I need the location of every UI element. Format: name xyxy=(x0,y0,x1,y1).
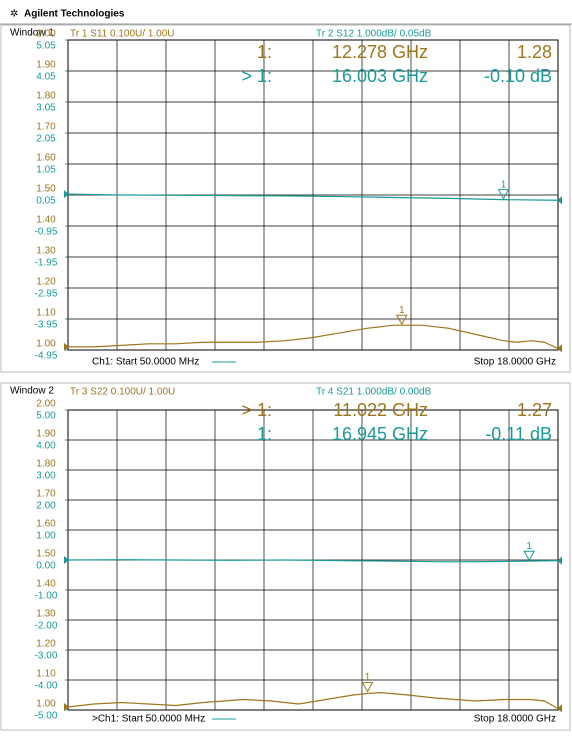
readout-value: 1.28 xyxy=(517,42,552,62)
y2-tick-label: -5.00 xyxy=(35,711,58,722)
y2-tick-label: 2.00 xyxy=(36,501,56,512)
ref-arrow xyxy=(64,342,69,351)
marker xyxy=(361,682,374,693)
y-tick-label: 1.10 xyxy=(36,308,56,319)
y-tick-label: 1.30 xyxy=(36,609,56,620)
readout-prefix: > 1: xyxy=(241,66,272,86)
y-tick-label: 1.00 xyxy=(36,699,56,710)
y-tick-label: 1.70 xyxy=(36,489,56,500)
window-label: Window 2 xyxy=(10,386,54,397)
y2-tick-label: 4.00 xyxy=(36,441,56,452)
y-tick-label: 1.90 xyxy=(36,429,56,440)
ref-arrow-right xyxy=(557,344,562,353)
y2-tick-label: 5.00 xyxy=(36,411,56,422)
readout-value: 1.27 xyxy=(517,400,552,420)
trace-label: Tr 2 S12 1.000dB/ 0.05dB xyxy=(316,29,432,40)
y-tick-label: 1.00 xyxy=(36,339,56,350)
marker xyxy=(395,314,408,326)
y2-tick-label: 3.00 xyxy=(36,471,56,482)
y2-tick-label: -4.00 xyxy=(35,681,58,692)
y2-tick-label: 5.05 xyxy=(36,41,56,52)
marker-label: 1 xyxy=(501,179,507,190)
y2-tick-label: -1.00 xyxy=(35,591,58,602)
readout-value: -0.11 dB xyxy=(485,424,552,444)
y-tick-label: 2.00 xyxy=(36,29,56,40)
trace xyxy=(67,193,559,201)
y2-tick-label: 1.00 xyxy=(36,531,56,542)
y-tick-label: 1.70 xyxy=(36,122,56,133)
header: Agilent Technologies xyxy=(24,9,125,20)
panel-frame xyxy=(0,24,571,373)
start-label: >Ch1: Start 50.0000 MHz xyxy=(92,714,205,725)
y-tick-label: 1.80 xyxy=(36,91,56,102)
y2-tick-label: -3.95 xyxy=(35,320,58,331)
y-tick-label: 1.20 xyxy=(36,639,56,650)
y-tick-label: 1.90 xyxy=(36,60,56,71)
readout-frequency: 12.278 GHz xyxy=(332,42,428,62)
y-tick-label: 1.40 xyxy=(36,215,56,226)
y2-tick-label: -0.95 xyxy=(35,227,58,238)
trace-label: Tr 4 S21 1.000dB/ 0.00dB xyxy=(316,387,432,398)
start-label: Ch1: Start 50.0000 MHz xyxy=(92,357,199,368)
y2-tick-label: -3.00 xyxy=(35,651,58,662)
ref-arrow xyxy=(64,703,69,711)
y2-tick-label: -1.95 xyxy=(35,258,58,269)
trace xyxy=(68,324,559,349)
ref-arrow-right xyxy=(557,556,562,565)
readout-frequency: 11.022 GHz xyxy=(333,400,428,420)
y-tick-label: 1.50 xyxy=(36,549,56,560)
marker-label: 1 xyxy=(365,672,371,683)
y-tick-label: 1.50 xyxy=(36,184,56,195)
y-tick-label: 2.00 xyxy=(36,399,56,410)
trace-label: Tr 3 S22 0.100U/ 1.00U xyxy=(70,387,175,398)
readout-frequency: 16.945 GHz xyxy=(332,424,428,444)
y-tick-label: 1.40 xyxy=(36,579,56,590)
window-label: Window 1 xyxy=(10,28,54,39)
stop-label: Stop 18.0000 GHz xyxy=(474,357,556,368)
readout-prefix: > 1: xyxy=(241,400,272,420)
y2-tick-label: 3.05 xyxy=(36,103,56,114)
ref-arrow xyxy=(64,556,69,564)
marker-label: 1 xyxy=(399,305,405,316)
trace xyxy=(67,691,559,710)
y2-tick-label: 4.05 xyxy=(36,72,56,83)
y2-tick-label: -2.95 xyxy=(35,289,58,300)
readout-frequency: 16.003 GHz xyxy=(332,66,428,86)
trace xyxy=(67,559,559,563)
y-tick-label: 1.10 xyxy=(36,669,56,680)
ref-arrow-right xyxy=(557,704,562,713)
y-tick-label: 1.80 xyxy=(36,459,56,470)
y-tick-label: 1.20 xyxy=(36,277,56,288)
y2-tick-label: -4.95 xyxy=(35,351,58,362)
y2-tick-label: -2.00 xyxy=(35,621,58,632)
y-tick-label: 1.60 xyxy=(36,153,56,164)
marker-label: 1 xyxy=(526,541,532,552)
stop-label: Stop 18.0000 GHz xyxy=(474,714,556,725)
y2-tick-label: 0.05 xyxy=(36,196,56,207)
y2-tick-label: 1.05 xyxy=(36,165,56,176)
panel-frame xyxy=(0,382,571,731)
marker xyxy=(497,189,510,200)
y2-tick-label: 0.00 xyxy=(36,561,56,572)
ref-arrow-right xyxy=(557,196,562,205)
readout-prefix: 1: xyxy=(257,42,272,62)
marker xyxy=(523,550,536,562)
trace-label: Tr 1 S11 0.100U/ 1.00U xyxy=(70,29,175,40)
y-tick-label: 1.60 xyxy=(36,519,56,530)
y-tick-label: 1.30 xyxy=(36,246,56,257)
readout-prefix: 1: xyxy=(257,424,272,444)
y2-tick-label: 2.05 xyxy=(36,134,56,145)
ref-arrow xyxy=(64,190,69,199)
readout-value: -0.10 dB xyxy=(484,66,552,86)
logo-mark: ✲ xyxy=(10,9,18,20)
